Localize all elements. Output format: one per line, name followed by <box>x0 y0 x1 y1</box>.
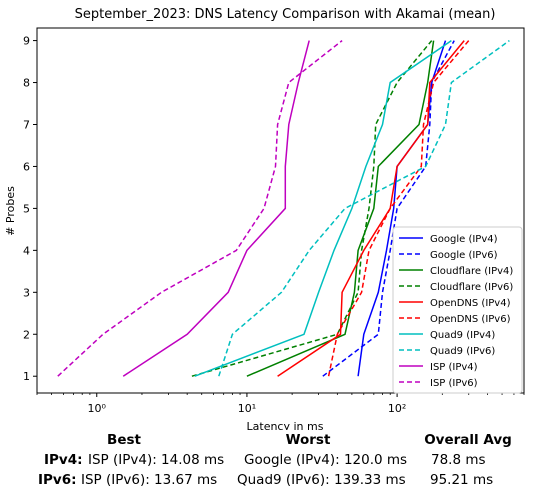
legend-label: Cloudflare (IPv4) <box>430 266 513 277</box>
series-line-google-ipv4 <box>357 40 447 377</box>
x-tick-label: 10¹ <box>238 402 256 415</box>
series-line-isp-ipv4 <box>122 40 310 377</box>
series-line-quad9-ipv4 <box>194 39 452 377</box>
summary-row-ipv4-worst: Google (IPv4): 120.0 ms <box>244 452 408 468</box>
summary-table: Best Worst Overall Avg IPv4: ISP (IPv4):… <box>0 430 541 494</box>
summary-row-ipv4-best: ISP (IPv4): 14.08 ms <box>88 452 225 468</box>
legend: Google (IPv4) Google (IPv6) Cloudflare (IP… <box>392 226 523 394</box>
y-tick-label: 4 <box>23 244 30 257</box>
plot-frame <box>36 27 525 394</box>
series-line-opendns-ipv6 <box>327 40 470 377</box>
legend-label: Quad9 (IPv4) <box>430 330 495 341</box>
summary-header-best: Best <box>107 432 141 448</box>
legend-box <box>392 226 523 394</box>
series-line-isp-ipv6 <box>57 40 343 377</box>
axis-ticks: 1 2 3 4 5 6 7 8 9 10⁰ 10¹ 10² <box>23 35 525 415</box>
summary-row-ipv6-label: IPv6: <box>38 472 77 488</box>
legend-label: Cloudflare (IPv6) <box>430 282 513 293</box>
legend-label: OpenDNS (IPv6) <box>430 314 511 325</box>
summary-header-avg: Overall Avg <box>424 432 512 448</box>
summary-header-worst: Worst <box>285 432 331 448</box>
y-tick-label: 9 <box>23 35 30 48</box>
legend-label: OpenDNS (IPv4) <box>430 298 511 309</box>
y-tick-label: 6 <box>23 160 30 173</box>
legend-label: Quad9 (IPv6) <box>430 346 495 357</box>
series-lines <box>57 39 510 377</box>
y-tick-label: 3 <box>23 286 30 299</box>
summary-row-ipv6-best: ISP (IPv6): 13.67 ms <box>81 472 218 488</box>
series-line-google-ipv6 <box>322 40 455 377</box>
x-tick-label: 10² <box>388 402 406 415</box>
summary-row-ipv4-label: IPv4: <box>44 452 83 468</box>
y-tick-label: 5 <box>23 202 30 215</box>
series-line-cloudflare-ipv4 <box>246 40 435 377</box>
y-tick-label: 1 <box>23 370 30 383</box>
series-line-cloudflare-ipv6 <box>191 40 433 377</box>
x-tick-label: 10⁰ <box>88 402 107 415</box>
y-tick-label: 8 <box>23 77 30 90</box>
series-line-quad9-ipv6 <box>218 39 510 377</box>
summary-row-ipv6-avg: 95.21 ms <box>430 472 494 488</box>
y-tick-label: 2 <box>23 328 30 341</box>
x-axis-label: Latency in ms <box>247 420 324 430</box>
latency-chart: September_2023: DNS Latency Comparison w… <box>4 7 525 430</box>
chart-title: September_2023: DNS Latency Comparison w… <box>75 7 496 22</box>
y-axis-label: # Probes <box>4 186 17 236</box>
y-tick-label: 7 <box>23 118 30 131</box>
summary-row-ipv6-worst: Quad9 (IPv6): 139.33 ms <box>237 472 406 488</box>
legend-label: ISP (IPv4) <box>430 362 478 373</box>
legend-label: Google (IPv6) <box>430 250 498 261</box>
summary-row-ipv4-avg: 78.8 ms <box>431 452 486 468</box>
legend-label: ISP (IPv6) <box>430 378 478 389</box>
legend-label: Google (IPv4) <box>430 234 498 245</box>
